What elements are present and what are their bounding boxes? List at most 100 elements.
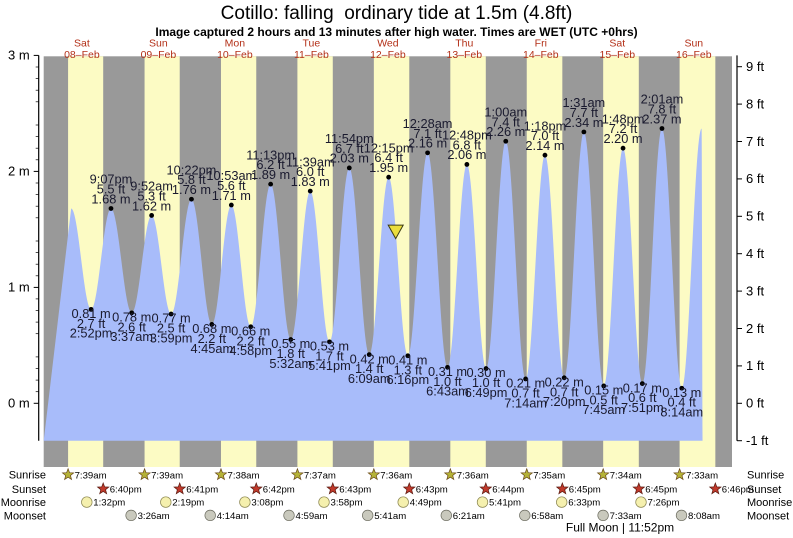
svg-text:4:59am: 4:59am (296, 511, 328, 522)
svg-text:8:08am: 8:08am (688, 511, 720, 522)
svg-text:6:09am: 6:09am (348, 371, 391, 386)
svg-text:5:41pm: 5:41pm (489, 498, 521, 509)
svg-text:2.20 m: 2.20 m (603, 131, 642, 146)
svg-text:3:37am: 3:37am (110, 329, 153, 344)
svg-text:6:43pm: 6:43pm (339, 485, 371, 496)
svg-text:15–Feb: 15–Feb (599, 49, 635, 61)
svg-text:4 ft: 4 ft (746, 246, 764, 261)
svg-text:7:36am: 7:36am (380, 470, 412, 481)
svg-text:2.06 m: 2.06 m (447, 147, 486, 162)
svg-text:5:41am: 5:41am (374, 511, 406, 522)
svg-text:7:36am: 7:36am (457, 470, 489, 481)
svg-text:7:45am: 7:45am (582, 402, 625, 417)
svg-text:6:45pm: 6:45pm (645, 485, 677, 496)
svg-text:Sun: Sun (684, 38, 703, 50)
svg-text:10–Feb: 10–Feb (217, 49, 253, 61)
svg-text:08–Feb: 08–Feb (64, 49, 100, 61)
svg-text:7:39am: 7:39am (151, 470, 183, 481)
svg-text:2 ft: 2 ft (746, 321, 764, 336)
svg-text:16–Feb: 16–Feb (676, 49, 712, 61)
svg-text:1.71 m: 1.71 m (212, 188, 251, 203)
svg-text:6:43am: 6:43am (426, 384, 469, 399)
svg-text:1.83 m: 1.83 m (291, 174, 330, 189)
svg-text:7:38am: 7:38am (228, 470, 260, 481)
svg-text:7:14am: 7:14am (504, 395, 547, 410)
svg-text:Sat: Sat (74, 38, 90, 50)
svg-text:1.76 m: 1.76 m (172, 182, 211, 197)
svg-text:14–Feb: 14–Feb (523, 49, 559, 61)
svg-text:3 ft: 3 ft (746, 283, 764, 298)
svg-text:7:34am: 7:34am (610, 470, 642, 481)
svg-text:7:51pm: 7:51pm (621, 400, 664, 415)
svg-text:6:40pm: 6:40pm (110, 485, 142, 496)
svg-text:6:58am: 6:58am (531, 511, 563, 522)
svg-text:6:33pm: 6:33pm (568, 498, 600, 509)
svg-text:7:35am: 7:35am (533, 470, 565, 481)
svg-text:8 ft: 8 ft (746, 96, 764, 111)
svg-text:1.62 m: 1.62 m (132, 198, 171, 213)
svg-text:1 m: 1 m (8, 280, 30, 295)
svg-text:Moonrise: Moonrise (1, 497, 46, 509)
svg-text:6:41pm: 6:41pm (186, 485, 218, 496)
svg-text:-1 ft: -1 ft (746, 433, 769, 448)
svg-text:9 ft: 9 ft (746, 59, 764, 74)
svg-text:6 ft: 6 ft (746, 171, 764, 186)
svg-text:3 m: 3 m (8, 48, 30, 63)
svg-text:6:16pm: 6:16pm (386, 372, 429, 387)
svg-text:3:59pm: 3:59pm (150, 330, 193, 345)
svg-text:Full Moon | 11:52pm: Full Moon | 11:52pm (566, 520, 674, 534)
svg-text:2:52pm: 2:52pm (70, 326, 113, 341)
svg-text:Sunrise: Sunrise (9, 470, 46, 482)
svg-text:6:42pm: 6:42pm (263, 485, 295, 496)
svg-text:12–Feb: 12–Feb (370, 49, 406, 61)
svg-text:7:33am: 7:33am (686, 470, 718, 481)
svg-text:1.95 m: 1.95 m (369, 160, 408, 175)
svg-text:Wed: Wed (377, 38, 399, 50)
svg-text:6:45pm: 6:45pm (569, 485, 601, 496)
svg-text:11–Feb: 11–Feb (294, 49, 329, 61)
svg-text:7:26pm: 7:26pm (648, 498, 680, 509)
svg-text:Fri: Fri (535, 38, 547, 50)
svg-text:1.68 m: 1.68 m (91, 191, 130, 206)
svg-text:Sunset: Sunset (12, 484, 46, 496)
svg-text:2.26 m: 2.26 m (486, 124, 525, 139)
svg-text:1.89 m: 1.89 m (251, 167, 290, 182)
svg-text:3:26am: 3:26am (138, 511, 170, 522)
svg-text:Mon: Mon (225, 38, 246, 50)
svg-text:6:49pm: 6:49pm (465, 385, 508, 400)
svg-text:2.14 m: 2.14 m (525, 138, 564, 153)
svg-text:5:32am: 5:32am (269, 356, 312, 371)
svg-text:5 ft: 5 ft (746, 209, 764, 224)
svg-text:7:37am: 7:37am (304, 470, 336, 481)
svg-text:7:39am: 7:39am (75, 470, 107, 481)
svg-text:Sunset: Sunset (747, 484, 781, 496)
svg-text:09–Feb: 09–Feb (141, 49, 177, 61)
svg-text:2:19pm: 2:19pm (172, 498, 204, 509)
svg-text:1:32pm: 1:32pm (93, 498, 125, 509)
svg-text:5:41pm: 5:41pm (308, 358, 351, 373)
svg-text:6:21am: 6:21am (453, 511, 485, 522)
svg-text:2 m: 2 m (8, 164, 30, 179)
svg-text:Sunrise: Sunrise (747, 470, 784, 482)
svg-text:Sat: Sat (609, 38, 625, 50)
svg-text:4:45am: 4:45am (190, 341, 233, 356)
svg-text:13–Feb: 13–Feb (446, 49, 482, 61)
svg-text:Moonset: Moonset (4, 510, 46, 522)
svg-text:Moonrise: Moonrise (747, 497, 792, 509)
svg-text:8:14am: 8:14am (660, 405, 703, 420)
svg-text:Tue: Tue (303, 38, 321, 50)
svg-text:3:58pm: 3:58pm (331, 498, 363, 509)
svg-text:6:43pm: 6:43pm (416, 485, 448, 496)
svg-text:2.37 m: 2.37 m (642, 111, 681, 126)
svg-text:7:20pm: 7:20pm (543, 394, 586, 409)
svg-text:Thu: Thu (455, 38, 473, 50)
svg-text:Sun: Sun (149, 38, 168, 50)
svg-text:0 m: 0 m (8, 396, 30, 411)
svg-text:2.34 m: 2.34 m (564, 115, 603, 130)
svg-text:Moonset: Moonset (747, 510, 789, 522)
svg-text:4:14am: 4:14am (217, 511, 249, 522)
svg-text:7 ft: 7 ft (746, 134, 764, 149)
svg-text:3:08pm: 3:08pm (251, 498, 283, 509)
svg-text:6:44pm: 6:44pm (492, 485, 524, 496)
svg-text:0 ft: 0 ft (746, 396, 764, 411)
